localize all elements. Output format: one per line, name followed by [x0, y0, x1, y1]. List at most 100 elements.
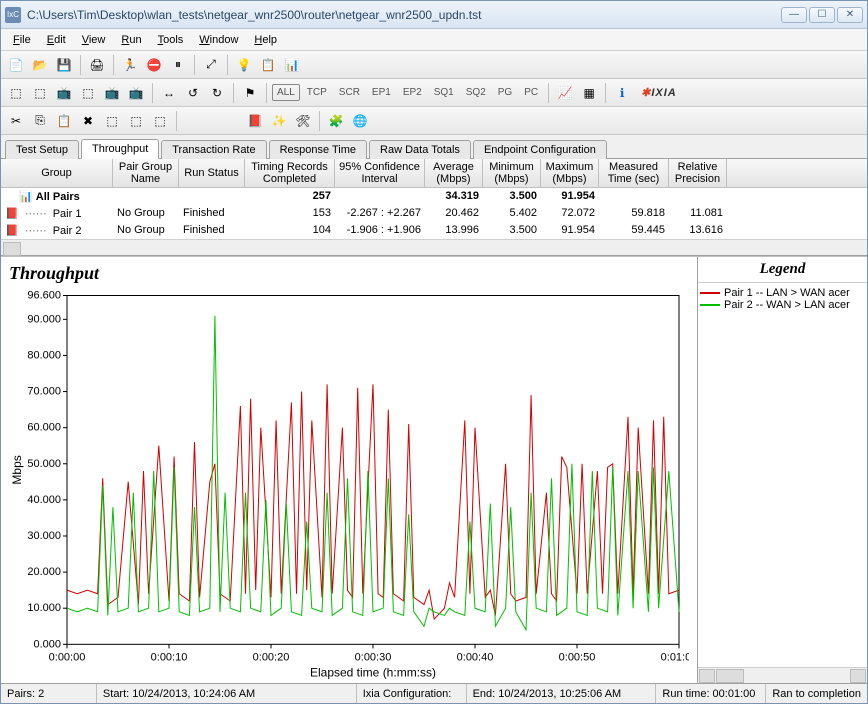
- window-title: C:\Users\Tim\Desktop\wlan_tests\netgear_…: [27, 8, 781, 22]
- group3-icon[interactable]: 📺: [53, 82, 75, 104]
- print-icon[interactable]: 🖨: [86, 54, 108, 76]
- separator: [227, 55, 228, 75]
- column-header[interactable]: Group: [1, 159, 113, 187]
- pause-icon[interactable]: ⏸: [167, 54, 189, 76]
- filter-ep2[interactable]: EP2: [398, 84, 427, 101]
- svg-text:0:00:10: 0:00:10: [151, 652, 188, 664]
- close-button[interactable]: ✕: [837, 7, 863, 23]
- open-icon[interactable]: 📂: [29, 54, 51, 76]
- table-cell: Finished: [179, 223, 245, 238]
- column-header[interactable]: Measured Time (sec): [599, 159, 669, 187]
- copy-icon[interactable]: ⎘: [29, 110, 51, 132]
- tab-raw-data[interactable]: Raw Data Totals: [369, 140, 471, 159]
- expand-icon[interactable]: ⤢: [200, 54, 222, 76]
- column-header[interactable]: Maximum (Mbps): [541, 159, 599, 187]
- menu-edit[interactable]: Edit: [39, 32, 74, 48]
- rocket-icon[interactable]: 🛠: [292, 110, 314, 132]
- svg-text:10.000: 10.000: [27, 602, 61, 614]
- filter-pc[interactable]: PC: [519, 84, 543, 101]
- column-header[interactable]: Timing Records Completed: [245, 159, 335, 187]
- svg-text:40.000: 40.000: [27, 494, 61, 506]
- tab-test-setup[interactable]: Test Setup: [5, 140, 79, 159]
- world-icon[interactable]: 🌐: [349, 110, 371, 132]
- group4-icon[interactable]: ⬚: [77, 82, 99, 104]
- sync2-icon[interactable]: ↺: [182, 82, 204, 104]
- filter-sq2[interactable]: SQ2: [461, 84, 491, 101]
- book-icon[interactable]: 📕: [244, 110, 266, 132]
- puzzle-icon[interactable]: 🧩: [325, 110, 347, 132]
- info-icon[interactable]: ℹ: [611, 82, 633, 104]
- paste-icon[interactable]: 📋: [53, 110, 75, 132]
- group-icon[interactable]: ⬚: [5, 82, 27, 104]
- group6-icon[interactable]: 📺: [125, 82, 147, 104]
- table-body: 📊 All Pairs25734.3193.50091.954📕⋯⋯Pair 1…: [1, 188, 867, 239]
- scroll-thumb[interactable]: [716, 669, 744, 683]
- column-header[interactable]: Relative Precision: [669, 159, 727, 187]
- wand-icon[interactable]: ✨: [268, 110, 290, 132]
- filter-all[interactable]: ALL: [272, 84, 300, 101]
- svg-text:60.000: 60.000: [27, 422, 61, 434]
- menu-help[interactable]: Help: [246, 32, 285, 48]
- table-icon[interactable]: ▦: [578, 82, 600, 104]
- t6-icon[interactable]: ⬚: [125, 110, 147, 132]
- delete-icon[interactable]: ✖: [77, 110, 99, 132]
- legend-scrollbar[interactable]: [698, 667, 867, 683]
- ixia-logo: ✱IXIA: [641, 86, 677, 99]
- column-header[interactable]: Run Status: [179, 159, 245, 187]
- cut-icon[interactable]: ✂: [5, 110, 27, 132]
- filter-tcp[interactable]: TCP: [302, 84, 332, 101]
- group5-icon[interactable]: 📺: [101, 82, 123, 104]
- menu-window[interactable]: Window: [191, 32, 246, 48]
- svg-text:0:00:40: 0:00:40: [457, 652, 494, 664]
- tab-throughput[interactable]: Throughput: [81, 139, 159, 159]
- tab-response-time[interactable]: Response Time: [269, 140, 367, 159]
- column-header[interactable]: Average (Mbps): [425, 159, 483, 187]
- gear-icon[interactable]: 💡: [233, 54, 255, 76]
- table-row-all[interactable]: 📊 All Pairs25734.3193.50091.954: [1, 188, 867, 205]
- group2-icon[interactable]: ⬚: [29, 82, 51, 104]
- table-cell: -2.267 : +2.267: [335, 206, 425, 221]
- report-icon[interactable]: 📊: [281, 54, 303, 76]
- t7-icon[interactable]: ⬚: [149, 110, 171, 132]
- table-cell: 📕⋯⋯Pair 1: [1, 206, 113, 221]
- tab-transaction-rate[interactable]: Transaction Rate: [161, 140, 266, 159]
- table-cell: No Group: [113, 223, 179, 238]
- table-row[interactable]: 📕⋯⋯Pair 1No GroupFinished153-2.267 : +2.…: [1, 205, 867, 222]
- titlebar: IxC C:\Users\Tim\Desktop\wlan_tests\netg…: [1, 1, 867, 29]
- flag-icon[interactable]: ⚑: [239, 82, 261, 104]
- scroll-right-icon[interactable]: [850, 669, 866, 683]
- run-icon[interactable]: 🏃: [119, 54, 141, 76]
- column-header[interactable]: 95% Confidence Interval: [335, 159, 425, 187]
- legend-item[interactable]: Pair 1 -- LAN > WAN acer: [700, 287, 865, 299]
- svg-text:Elapsed time (h:mm:ss): Elapsed time (h:mm:ss): [310, 666, 436, 680]
- save-icon[interactable]: 💾: [53, 54, 75, 76]
- table-cell: 34.319: [425, 189, 483, 204]
- scroll-left-icon[interactable]: [699, 669, 715, 683]
- menu-view[interactable]: View: [74, 32, 114, 48]
- menu-tools[interactable]: Tools: [150, 32, 192, 48]
- doc-icon[interactable]: 📋: [257, 54, 279, 76]
- filter-ep1[interactable]: EP1: [367, 84, 396, 101]
- tab-endpoint-config[interactable]: Endpoint Configuration: [473, 140, 607, 159]
- chart-title: Throughput: [9, 263, 689, 284]
- new-icon[interactable]: 📄: [5, 54, 27, 76]
- column-header[interactable]: Minimum (Mbps): [483, 159, 541, 187]
- filter-scr[interactable]: SCR: [334, 84, 365, 101]
- minimize-button[interactable]: —: [781, 7, 807, 23]
- toolbar-edit: ✂ ⎘ 📋 ✖ ⬚ ⬚ ⬚ 📕 ✨ 🛠 🧩 🌐: [1, 107, 867, 135]
- filter-sq1[interactable]: SQ1: [429, 84, 459, 101]
- sync-icon[interactable]: ↔: [158, 82, 180, 104]
- legend-item[interactable]: Pair 2 -- WAN > LAN acer: [700, 299, 865, 311]
- svg-text:50.000: 50.000: [27, 458, 61, 470]
- column-header[interactable]: Pair Group Name: [113, 159, 179, 187]
- maximize-button[interactable]: ☐: [809, 7, 835, 23]
- filter-pg[interactable]: PG: [493, 84, 517, 101]
- sync3-icon[interactable]: ↻: [206, 82, 228, 104]
- menu-file[interactable]: File: [5, 32, 39, 48]
- chart-icon[interactable]: 📈: [554, 82, 576, 104]
- horizontal-scrollbar[interactable]: [1, 239, 867, 255]
- table-row[interactable]: 📕⋯⋯Pair 2No GroupFinished104-1.906 : +1.…: [1, 222, 867, 239]
- t5-icon[interactable]: ⬚: [101, 110, 123, 132]
- stop-icon[interactable]: ⛔: [143, 54, 165, 76]
- menu-run[interactable]: Run: [113, 32, 149, 48]
